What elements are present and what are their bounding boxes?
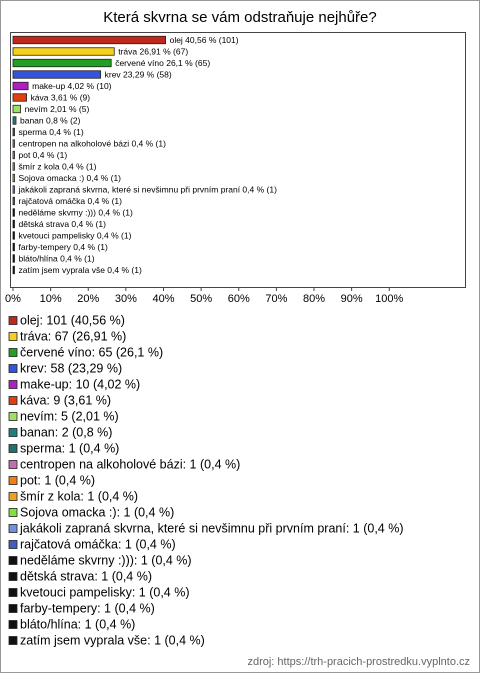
data-label: kvetouci pampelisky 0,4 % (1)	[19, 230, 132, 240]
data-label: bláto/hlína 0,4 % (1)	[19, 253, 95, 263]
x-tick-label: 90%	[341, 293, 363, 305]
x-tick-label: 100%	[375, 293, 403, 305]
legend-swatch	[8, 540, 18, 549]
legend-swatch	[8, 428, 18, 437]
legend-label: pot: 1 (0,4 %)	[20, 473, 95, 487]
bar	[12, 162, 15, 171]
legend-swatch	[8, 620, 18, 629]
data-label: krev 23,29 % (58)	[105, 69, 172, 79]
x-tick-label: 20%	[77, 293, 99, 305]
bar	[12, 116, 17, 125]
legend-label: tráva: 67 (26,91 %)	[20, 329, 126, 343]
bar	[12, 93, 27, 102]
bar	[12, 81, 29, 91]
legend-swatch	[8, 636, 18, 645]
legend-label: sperma: 1 (0,4 %)	[20, 441, 119, 455]
bar	[12, 150, 15, 160]
legend-label: Sojova omacka :): 1 (0,4 %)	[20, 505, 174, 519]
data-label: tráva 26,91 % (67)	[118, 46, 188, 56]
legend-label: banan: 2 (0,8 %)	[20, 425, 112, 439]
bar	[12, 254, 15, 263]
legend-label: neděláme skvrny :))): 1 (0,4 %)	[20, 553, 192, 567]
data-label: neděláme skvrny :))) 0,4 % (1)	[19, 207, 133, 217]
x-tick-label: 50%	[190, 293, 212, 305]
data-label: make-up 4,02 % (10)	[32, 81, 112, 91]
legend-label: farby-tempery: 1 (0,4 %)	[20, 601, 155, 615]
bar	[12, 265, 15, 275]
legend-swatch	[8, 556, 18, 565]
data-label: pot 0,4 % (1)	[19, 150, 68, 160]
bar	[12, 173, 15, 183]
legend-label: centropen na alkoholové bázi: 1 (0,4 %)	[20, 457, 240, 471]
legend-swatch	[8, 460, 18, 469]
data-label: červené víno 26,1 % (65)	[115, 58, 210, 68]
data-label: zatím jsem vyprala vše 0,4 % (1)	[19, 265, 142, 275]
bar	[12, 196, 15, 206]
legend-label: make-up: 10 (4,02 %)	[20, 377, 140, 391]
data-label: farby-tempery 0,4 % (1)	[19, 242, 108, 252]
bar	[12, 185, 15, 194]
x-tick-label: 60%	[228, 293, 250, 305]
legend-label: šmír z kola: 1 (0,4 %)	[20, 489, 138, 503]
data-label: káva 3,61 % (9)	[31, 92, 91, 102]
legend-swatch	[8, 572, 18, 581]
bar	[12, 139, 15, 148]
legend-label: kvetouci pampelisky: 1 (0,4 %)	[20, 585, 190, 599]
x-tick-label: 40%	[152, 293, 174, 305]
legend-swatch	[8, 412, 18, 421]
bar	[12, 242, 15, 252]
data-label: šmír z kola 0,4 % (1)	[19, 161, 97, 171]
legend-swatch	[8, 524, 18, 533]
data-label: jakákoli zapraná skvrna, které si nevšim…	[18, 184, 278, 194]
x-tick-label: 30%	[115, 293, 137, 305]
bar	[12, 127, 15, 137]
data-label: olej 40,56 % (101)	[170, 35, 239, 45]
bar	[12, 104, 21, 114]
data-label: Sojova omacka :) 0,4 % (1)	[19, 173, 122, 183]
data-label: sperma 0,4 % (1)	[19, 127, 84, 137]
legend-swatch	[8, 380, 18, 389]
legend-swatch	[8, 492, 18, 501]
legend-label: krev: 58 (23,29 %)	[20, 361, 122, 375]
legend-swatch	[8, 444, 18, 453]
x-tick-label: 80%	[303, 293, 325, 305]
legend-label: zatím jsem vyprala vše: 1 (0,4 %)	[20, 633, 205, 647]
bar	[12, 47, 115, 56]
legend-label: dětská strava: 1 (0,4 %)	[20, 569, 152, 583]
bar	[12, 58, 112, 68]
data-label: banan 0,8 % (2)	[20, 115, 81, 125]
data-label: nevím 2,01 % (5)	[25, 104, 90, 114]
data-label: rajčatová omáčka 0,4 % (1)	[19, 196, 123, 206]
legend-swatch	[8, 396, 18, 405]
legend-label: káva: 9 (3,61 %)	[20, 393, 111, 407]
legend-swatch	[8, 364, 18, 373]
source: zdroj: https://trh-pracich-prostredku.vy…	[247, 656, 470, 668]
x-tick-label: 10%	[40, 293, 62, 305]
legend-label: bláto/hlína: 1 (0,4 %)	[20, 617, 135, 631]
legend-label: nevím: 5 (2,01 %)	[20, 409, 119, 423]
legend-label: červené víno: 65 (26,1 %)	[20, 345, 163, 359]
x-tick-label: 0%	[5, 293, 21, 305]
legend-swatch	[8, 476, 18, 485]
bar	[12, 231, 15, 240]
bar	[12, 70, 102, 79]
chart-title: Která skvrna se vám odstraňuje nejhůře?	[103, 9, 376, 26]
data-label: dětská strava 0,4 % (1)	[19, 219, 107, 229]
legend-label: olej: 101 (40,56 %)	[20, 313, 125, 327]
legend-swatch	[8, 508, 18, 517]
legend-swatch	[8, 588, 18, 597]
bar	[12, 35, 167, 45]
data-label: centropen na alkoholové bázi 0,4 % (1)	[19, 138, 167, 148]
legend-label: jakákoli zapraná skvrna, které si nevšim…	[19, 521, 404, 535]
legend-swatch	[8, 332, 18, 341]
legend-label: rajčatová omáčka: 1 (0,4 %)	[20, 537, 176, 551]
bar	[12, 219, 15, 229]
bar	[12, 208, 15, 217]
legend-swatch	[8, 348, 18, 357]
x-tick-label: 70%	[265, 293, 287, 305]
legend-swatch	[8, 604, 18, 613]
legend-swatch	[8, 316, 18, 325]
